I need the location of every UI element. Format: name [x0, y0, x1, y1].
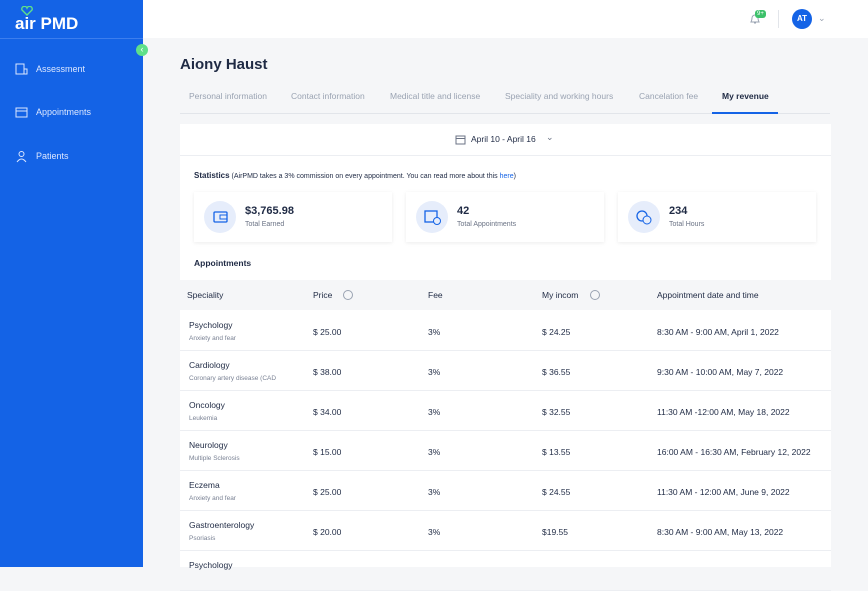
- nav-item[interactable]: Appointments: [36, 107, 92, 117]
- page-title: Aiony Haust: [180, 56, 268, 73]
- logo-icon: [21, 6, 33, 16]
- date: 8:30 AM - 9:00 AM, April 1, 2022: [657, 327, 779, 337]
- price: $ 25.00: [313, 487, 342, 497]
- info-icon: [590, 290, 600, 300]
- nav-icon[interactable]: [15, 150, 28, 168]
- column-header: My incom: [542, 290, 579, 300]
- nav-item[interactable]: Assessment: [36, 64, 86, 74]
- date: 11:30 AM -12:00 AM, May 18, 2022: [657, 407, 790, 417]
- column-header: Appointment date and time: [657, 290, 759, 300]
- stat-icon: [628, 201, 660, 233]
- stat-card: 234 Total Hours: [618, 192, 816, 242]
- tab-underline: [712, 112, 778, 114]
- date: 9:30 AM - 10:00 AM, May 7, 2022: [657, 367, 784, 377]
- fee: 3%: [428, 527, 441, 537]
- speciality: Eczema: [189, 480, 220, 490]
- date: 16:00 AM - 16:30 AM, February 12, 2022: [657, 447, 811, 457]
- income: $19.55: [542, 527, 568, 537]
- stat-card: $3,765.98 Total Earned: [194, 192, 392, 242]
- section-title: Appointments: [194, 258, 252, 268]
- price: $ 20.00: [313, 527, 342, 537]
- tab[interactable]: Personal information: [189, 91, 267, 101]
- statistics-note: (AirPMD takes a 3% commission on every a…: [231, 173, 498, 180]
- collapse-button[interactable]: ‹: [136, 44, 148, 56]
- avatar-caret[interactable]: ⌄: [818, 13, 826, 23]
- fee: 3%: [428, 447, 441, 457]
- stat-label: Total Appointments: [457, 221, 517, 228]
- avatar[interactable]: AT: [792, 9, 812, 29]
- divider: [778, 10, 779, 28]
- statistics-line: Statistics (AirPMD takes a 3% commission…: [194, 171, 516, 180]
- top-bar: [143, 0, 868, 38]
- price: $ 34.00: [313, 407, 342, 417]
- row-divider: [180, 510, 831, 511]
- tab[interactable]: Speciality and working hours: [505, 91, 614, 101]
- row-divider: [180, 390, 831, 391]
- condition: Anxiety and fear: [189, 495, 236, 502]
- tabs-line: [180, 113, 830, 114]
- here-link[interactable]: here: [499, 173, 514, 180]
- table-header: [180, 280, 831, 310]
- date: 11:30 AM - 12:00 AM, June 9, 2022: [657, 487, 790, 497]
- column-header: Price: [313, 290, 333, 300]
- speciality: Gastroenterology: [189, 520, 255, 530]
- stat-card: 42 Total Appointments: [406, 192, 604, 242]
- date-range[interactable]: April 10 - April 16: [471, 134, 536, 144]
- stat-label: Total Hours: [669, 221, 705, 228]
- info-icon: [343, 290, 353, 300]
- statistics-note-end: ): [513, 173, 516, 180]
- statistics-label: Statistics: [194, 171, 230, 180]
- date-caret[interactable]: ⌄: [546, 132, 554, 142]
- condition: Psoriasis: [189, 535, 216, 542]
- income: $ 13.55: [542, 447, 571, 457]
- column-header: Speciality: [187, 290, 224, 300]
- stat-icon: [416, 201, 448, 233]
- condition: Anxiety and fear: [189, 335, 236, 342]
- speciality: Psychology: [189, 560, 233, 570]
- income: $ 24.55: [542, 487, 571, 497]
- stat-icon: [204, 201, 236, 233]
- app: air PMD Assessment Appointments Patients ‹…: [0, 0, 868, 570]
- speciality: Oncology: [189, 400, 225, 410]
- notification-badge: 9+: [755, 10, 766, 18]
- price: $ 15.00: [313, 447, 342, 457]
- divider: [0, 38, 143, 39]
- tab[interactable]: Contact information: [291, 91, 365, 101]
- speciality: Psychology: [189, 320, 233, 330]
- condition: Leukemia: [189, 415, 218, 422]
- sidebar: air PMD Assessment Appointments Patients: [0, 0, 143, 567]
- stat-value: 234: [669, 205, 688, 217]
- nav-item[interactable]: Patients: [36, 151, 69, 161]
- stat-value: $3,765.98: [245, 205, 294, 217]
- fee: 3%: [428, 407, 441, 417]
- condition: Multiple Sclerosis: [189, 455, 240, 462]
- fee: 3%: [428, 327, 441, 337]
- condition: Coronary artery disease (CAD: [189, 375, 277, 382]
- divider: [180, 155, 831, 156]
- column-header: Fee: [428, 290, 443, 300]
- nav-icon[interactable]: [15, 106, 28, 124]
- speciality: Neurology: [189, 440, 228, 450]
- tab[interactable]: Medical title and license: [390, 91, 481, 101]
- income: $ 24.25: [542, 327, 571, 337]
- price: $ 25.00: [313, 327, 342, 337]
- nav-icon[interactable]: [15, 63, 28, 81]
- fee: 3%: [428, 367, 441, 377]
- fee: 3%: [428, 487, 441, 497]
- price: $ 38.00: [313, 367, 342, 377]
- tab[interactable]: My revenue: [722, 91, 769, 101]
- row-divider: [180, 350, 831, 351]
- income: $ 36.55: [542, 367, 571, 377]
- stat-label: Total Earned: [245, 221, 285, 228]
- stat-value: 42: [457, 205, 470, 217]
- calendar-icon: [455, 135, 466, 145]
- row-divider: [180, 550, 831, 551]
- date: 8:30 AM - 9:00 AM, May 13, 2022: [657, 527, 784, 537]
- logo: air PMD: [15, 14, 79, 33]
- speciality: Cardiology: [189, 360, 230, 370]
- tab[interactable]: Cancelation fee: [639, 91, 699, 101]
- row-divider: [180, 430, 831, 431]
- income: $ 32.55: [542, 407, 571, 417]
- row-divider: [180, 470, 831, 471]
